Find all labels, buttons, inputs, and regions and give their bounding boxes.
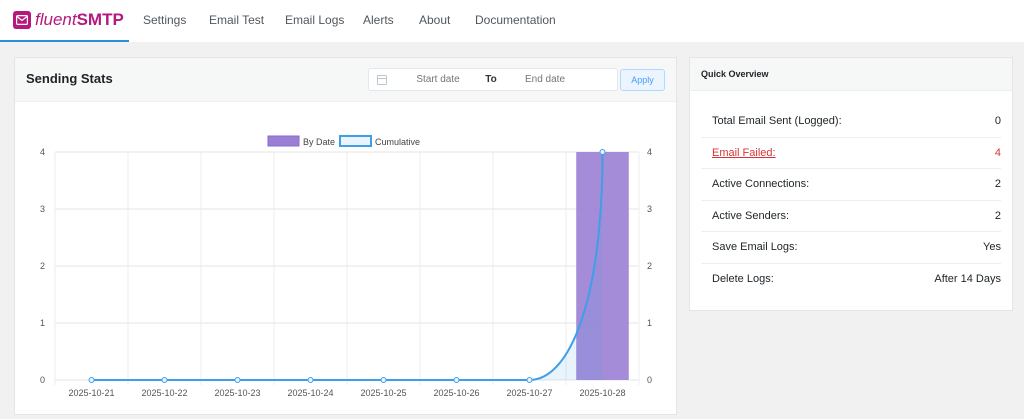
x-tick-label: 2025-10-21: [68, 388, 114, 398]
overview-value: Yes: [983, 241, 1001, 254]
date-range-picker[interactable]: To: [368, 68, 618, 91]
date-range-separator: To: [485, 74, 497, 85]
y-tick-right: 4: [647, 147, 652, 157]
brand-logo[interactable]: fluentSMTP: [0, 0, 129, 42]
legend-label-cumulative: Cumulative: [375, 137, 420, 147]
cumulative-point: [234, 377, 241, 383]
cumulative-point: [380, 377, 387, 383]
legend-label-by-date: By Date: [303, 137, 335, 147]
nav-email-logs[interactable]: Email Logs: [285, 13, 345, 27]
brand-name: fluentSMTP: [35, 10, 124, 29]
x-tick-label: 2025-10-23: [214, 388, 260, 398]
cumulative-point: [453, 377, 460, 383]
overview-value: After 14 Days: [934, 272, 1001, 285]
nav-about[interactable]: About: [419, 13, 451, 27]
overview-label: Active Senders:: [712, 209, 790, 222]
sending-stats-header: Sending Stats To Apply: [15, 58, 676, 102]
cumulative-point: [307, 377, 314, 383]
x-tick-label: 2025-10-26: [433, 388, 479, 398]
y-tick-left: 4: [40, 147, 45, 157]
overview-row-total-sent: Total Email Sent (Logged): 0: [701, 106, 1001, 138]
y-tick-left: 3: [40, 204, 45, 214]
sending-stats-title: Sending Stats: [26, 71, 113, 86]
end-date-input[interactable]: [499, 69, 591, 90]
start-date-input[interactable]: [393, 69, 483, 90]
overview-row-delete-logs: Delete Logs: After 14 Days: [701, 264, 1001, 296]
y-tick-right: 2: [647, 261, 652, 271]
apply-button[interactable]: Apply: [620, 69, 665, 91]
y-tick-left: 1: [40, 318, 45, 328]
email-failed-link[interactable]: Email Failed:: [712, 146, 776, 159]
overview-row-active-senders: Active Senders: 2: [701, 201, 1001, 233]
x-tick-label: 2025-10-22: [141, 388, 187, 398]
quick-overview-panel: Quick Overview Total Email Sent (Logged)…: [689, 57, 1013, 311]
sending-stats-chart: 0 0 1 1 2 2 3 3 4 4 2025-10-21 2025-10-22 2025-10-23…: [40, 135, 652, 398]
legend-swatch-cumulative: [339, 135, 372, 147]
y-tick-right: 1: [647, 318, 652, 328]
nav-settings[interactable]: Settings: [143, 13, 187, 27]
overview-label: Total Email Sent (Logged):: [712, 115, 842, 127]
x-tick-label: 2025-10-25: [360, 388, 406, 398]
overview-value: 0: [994, 115, 1001, 127]
cumulative-line: [91, 151, 604, 381]
overview-value: 4: [994, 146, 1001, 159]
cumulative-point: [88, 377, 95, 383]
top-nav: fluentSMTP Settings Email Test Email Log…: [0, 0, 1024, 42]
overview-value: 2: [994, 178, 1001, 191]
cumulative-point: [526, 377, 533, 383]
overview-row-save-logs: Save Email Logs: Yes: [701, 232, 1001, 264]
legend-swatch-by-date: [267, 135, 300, 147]
x-tick-label: 2025-10-28: [579, 388, 625, 398]
nav-email-test[interactable]: Email Test: [209, 13, 265, 27]
overview-label: Delete Logs:: [712, 272, 774, 285]
overview-value: 2: [994, 209, 1001, 222]
nav-documentation[interactable]: Documentation: [475, 13, 556, 27]
x-tick-label: 2025-10-24: [287, 388, 333, 398]
overview-row-email-failed: Email Failed: 4: [701, 138, 1001, 170]
overview-list: Total Email Sent (Logged): 0 Email Faile…: [701, 106, 1001, 296]
envelope-icon: [13, 11, 31, 29]
y-tick-right: 0: [647, 375, 652, 385]
overview-label: Save Email Logs:: [712, 241, 798, 254]
x-tick-label: 2025-10-27: [506, 388, 552, 398]
calendar-icon: [377, 75, 387, 85]
overview-label: Active Connections:: [712, 178, 810, 191]
y-tick-left: 2: [40, 261, 45, 271]
cumulative-point: [161, 377, 168, 383]
quick-overview-title: Quick Overview: [690, 58, 1012, 91]
overview-row-active-connections: Active Connections: 2: [701, 169, 1001, 201]
sending-stats-panel: Sending Stats To Apply 0 0 1 1 2 2 3 3 4 4 2025-10…: [14, 57, 677, 415]
y-tick-left: 0: [40, 375, 45, 385]
nav-alerts[interactable]: Alerts: [363, 13, 394, 27]
y-tick-right: 3: [647, 204, 652, 214]
cumulative-point: [599, 149, 606, 155]
